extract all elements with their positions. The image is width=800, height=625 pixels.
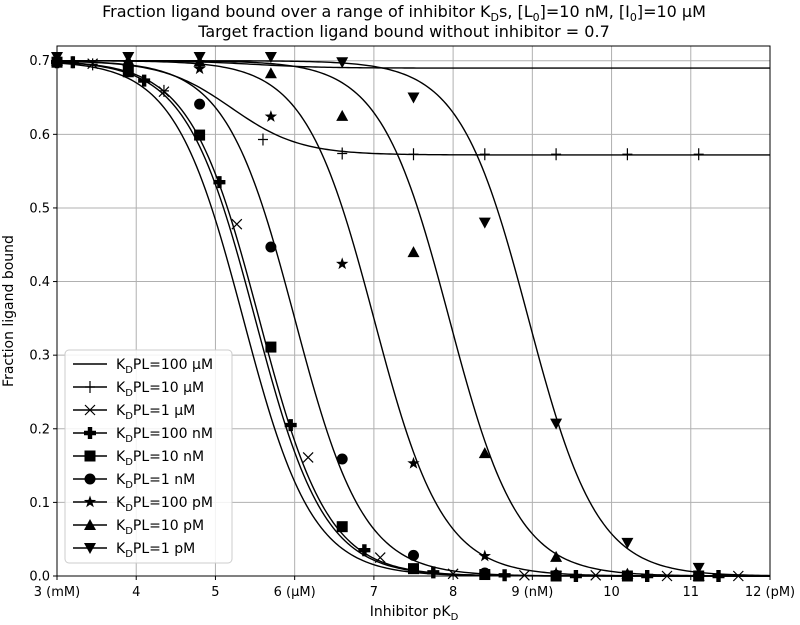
data-point-triangle-down xyxy=(692,562,705,574)
data-point-P xyxy=(213,176,226,189)
data-point-plus xyxy=(257,133,268,146)
data-point-x xyxy=(374,552,386,564)
data-point-circle xyxy=(336,453,348,465)
data-point-triangle-down xyxy=(478,217,491,229)
plot-frame xyxy=(56,45,771,577)
data-point-star xyxy=(549,566,563,579)
chart-title-line2: Target fraction ligand bound without inh… xyxy=(197,22,610,41)
data-point-P xyxy=(84,427,96,439)
data-point-triangle-down xyxy=(122,52,135,64)
data-point-P xyxy=(138,74,151,87)
legend-label: KDPL=10 µM xyxy=(116,380,204,399)
data-point-x xyxy=(158,86,170,98)
x-tick-label: 4 xyxy=(132,585,140,600)
data-point-P xyxy=(358,544,371,557)
data-point-star xyxy=(478,549,491,562)
x-tick-label: 11 xyxy=(683,585,700,600)
data-point-P xyxy=(66,56,79,69)
data-point-square xyxy=(336,521,348,533)
legend-label: KDPL=1 pM xyxy=(116,541,195,560)
data-point-plus xyxy=(479,148,490,161)
data-point-triangle-up xyxy=(550,550,563,562)
data-point-P xyxy=(284,419,297,432)
data-point-triangle-up xyxy=(478,447,491,459)
legend: KDPL=100 µM KDPL=10 µM KDPL=1 µM KDPL=100 n… xyxy=(64,349,233,564)
data-point-circle xyxy=(479,567,491,579)
y-axis-label: Fraction ligand bound xyxy=(1,235,17,387)
markers xyxy=(50,52,744,582)
data-point-square xyxy=(84,450,96,462)
x-tick-label: 8 xyxy=(449,585,457,600)
data-point-x xyxy=(302,452,314,463)
data-point-triangle-down xyxy=(550,418,563,430)
y-tick-label: 0.3 xyxy=(29,349,50,364)
data-point-P xyxy=(427,566,440,579)
legend-label: KDPL=10 nM xyxy=(116,449,204,468)
x-tick-label: 10 xyxy=(603,585,620,600)
data-point-triangle-down xyxy=(621,537,634,549)
data-point-x xyxy=(518,569,530,581)
data-point-square xyxy=(265,341,277,353)
chart-title-line1: Fraction ligand bound over a range of in… xyxy=(102,2,706,24)
data-point-circle xyxy=(194,98,206,110)
x-tick-label: 9 (nM) xyxy=(511,585,553,600)
data-point-square xyxy=(194,129,206,141)
axis-ticks: 3 (mM) 4 5 6 (µM) 7 8 9 (nM) 10 11 12 (pM) 0.0 0.1 0… xyxy=(29,54,795,600)
data-point-square xyxy=(408,563,419,575)
data-point-star xyxy=(193,62,206,75)
data-point-circle xyxy=(408,549,419,561)
legend-label: KDPL=10 pM xyxy=(116,518,204,537)
data-point-circle xyxy=(84,473,96,485)
y-tick-label: 0.2 xyxy=(29,422,50,437)
data-point-star xyxy=(336,257,349,270)
legend-label: KDPL=100 pM xyxy=(116,495,213,514)
data-point-triangle-up xyxy=(264,67,277,79)
data-point-x xyxy=(84,404,96,416)
data-point-triangle-up xyxy=(336,109,349,121)
data-point-triangle-down xyxy=(407,92,420,104)
data-point-circle xyxy=(265,241,277,253)
data-point-star xyxy=(83,495,97,508)
legend-label: KDPL=1 nM xyxy=(116,472,195,491)
data-point-plus xyxy=(408,148,419,161)
data-point-triangle-down xyxy=(336,57,349,69)
legend-label: KDPL=100 µM xyxy=(116,357,213,376)
y-tick-label: 0.4 xyxy=(29,275,50,290)
data-point-plus xyxy=(337,147,348,160)
data-point-x xyxy=(590,569,602,581)
data-point-triangle-up xyxy=(84,519,96,530)
data-point-square xyxy=(122,66,134,78)
x-tick-label: 3 (mM) xyxy=(34,585,80,600)
data-point-triangle-down xyxy=(193,52,206,64)
y-tick-label: 0.6 xyxy=(29,128,50,143)
x-tick-label: 7 xyxy=(370,585,378,600)
data-point-star xyxy=(407,456,420,469)
x-tick-label: 6 (µM) xyxy=(274,585,316,600)
y-tick-label: 0.0 xyxy=(29,570,50,585)
y-tick-label: 0.7 xyxy=(29,54,50,69)
legend-label: KDPL=100 nM xyxy=(116,426,213,445)
series-line xyxy=(57,60,771,577)
data-point-star xyxy=(264,110,278,122)
data-point-x xyxy=(231,218,243,230)
data-point-triangle-down xyxy=(264,52,277,64)
x-tick-label: 5 xyxy=(211,585,219,600)
x-axis-label: Inhibitor pKD xyxy=(370,604,459,623)
data-point-plus xyxy=(693,148,704,161)
data-point-plus xyxy=(551,148,562,161)
data-point-triangle-down xyxy=(84,543,96,554)
data-point-x xyxy=(447,568,459,580)
y-tick-label: 0.5 xyxy=(29,201,50,216)
data-point-plus xyxy=(85,381,95,393)
data-point-triangle-up xyxy=(407,246,420,258)
y-tick-label: 0.1 xyxy=(29,496,50,511)
data-point-P xyxy=(498,569,511,582)
legend-box xyxy=(64,349,233,564)
data-point-x xyxy=(87,58,99,70)
legend-label: KDPL=1 µM xyxy=(116,403,195,422)
data-point-plus xyxy=(622,148,633,161)
x-tick-label: 12 (pM) xyxy=(745,585,795,600)
